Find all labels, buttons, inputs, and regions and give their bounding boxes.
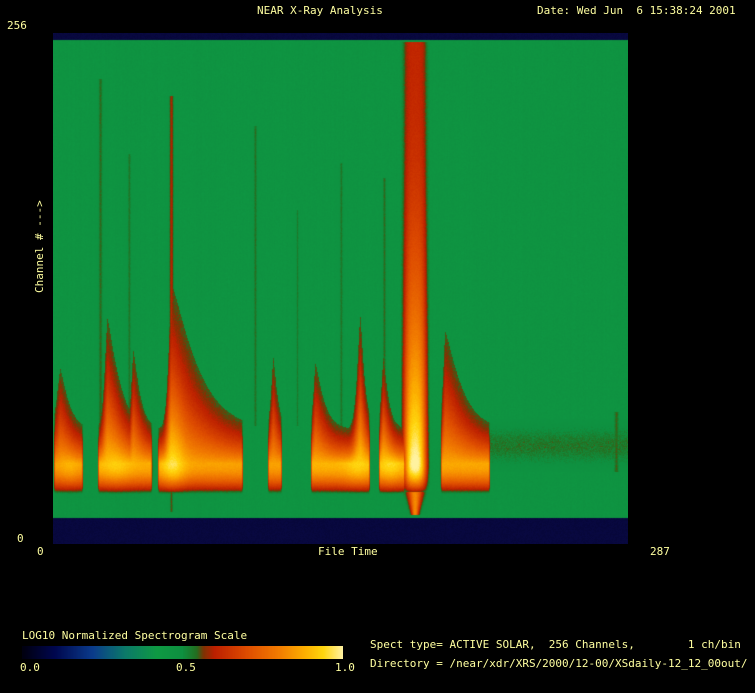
directory-label: Directory = /near/xdr/XRS/2000/12-00/XSd… — [370, 658, 748, 670]
page-title: NEAR X-Ray Analysis — [257, 5, 383, 17]
date-label: Date: Wed Jun 6 15:38:24 2001 — [537, 5, 736, 17]
colorbar-tick-mid: 0.5 — [176, 662, 196, 674]
spectrogram-canvas — [53, 33, 628, 544]
colorbar-tick-max: 1.0 — [335, 662, 355, 674]
colorbar-title: LOG10 Normalized Spectrogram Scale — [22, 630, 247, 642]
colorbar-gradient — [22, 646, 343, 659]
x-axis-min-label: 0 — [37, 546, 44, 558]
y-axis-max-label: 256 — [7, 20, 27, 32]
colorbar-tick-min: 0.0 — [20, 662, 40, 674]
spect-type-label: Spect type= ACTIVE SOLAR, 256 Channels, … — [370, 639, 741, 651]
x-axis-title: File Time — [318, 546, 378, 558]
y-axis-min-label: 0 — [17, 533, 24, 545]
y-axis-title: Channel # ---> — [34, 201, 46, 293]
x-axis-max-label: 287 — [650, 546, 670, 558]
